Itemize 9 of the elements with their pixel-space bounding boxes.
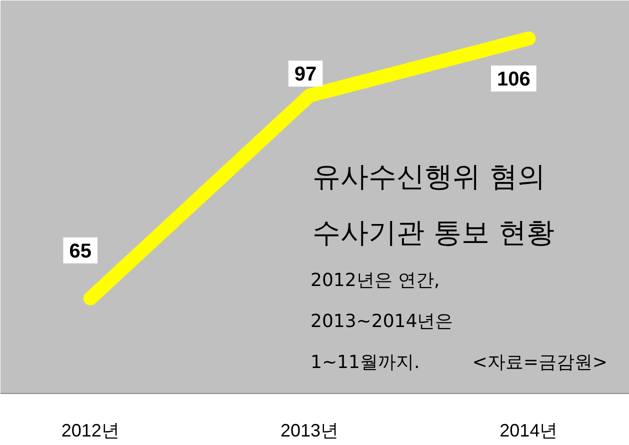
x-tick-label: 2013년 bbox=[280, 420, 339, 440]
data-label: 97 bbox=[294, 64, 317, 86]
x-tick-label: 2014년 bbox=[500, 420, 558, 440]
text: 유사수신행위 혐의 수사기관 통보 현황 bbox=[312, 160, 554, 249]
data-label: 65 bbox=[69, 240, 92, 262]
text: 2012년은 연간, 2013~2014년은 1~11월까지. bbox=[310, 270, 454, 373]
x-tick-label: 2012년 bbox=[61, 420, 120, 440]
data-label: 106 bbox=[497, 68, 530, 91]
annotation: <자료=금감원> bbox=[472, 352, 608, 373]
